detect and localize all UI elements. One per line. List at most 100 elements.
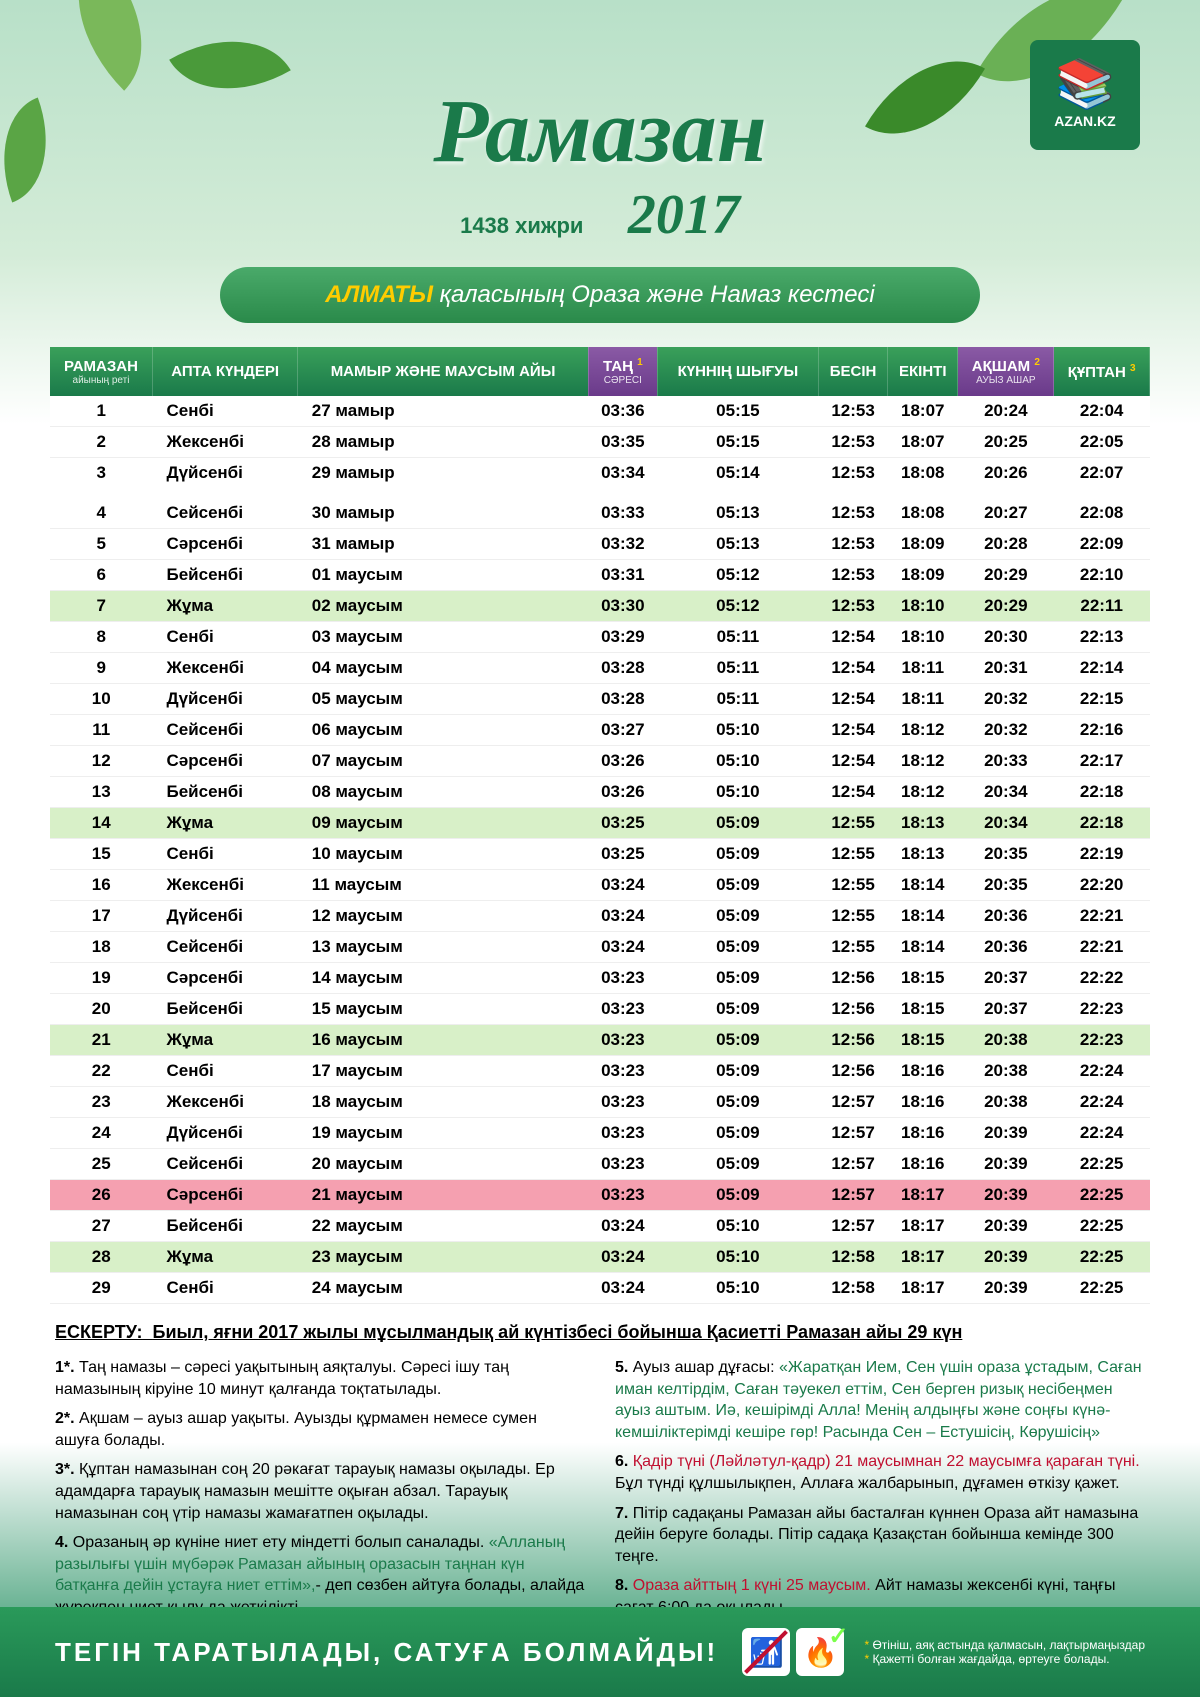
table-cell: 18:13 [888,839,958,870]
table-cell: 20:36 [958,932,1054,963]
column-header: КҮННІҢ ШЫҒУЫ [657,347,818,396]
table-cell: 03:23 [588,1087,657,1118]
no-litter-icon: 🚮 [742,1628,790,1676]
table-cell: 03:24 [588,901,657,932]
table-cell: Дүйсенбі [152,901,297,932]
table-cell: 20:37 [958,963,1054,994]
table-row: 1Сенбі27 мамыр03:3605:1512:5318:0720:242… [50,396,1150,427]
table-cell: 12:56 [818,1056,887,1087]
table-cell: 20:26 [958,458,1054,494]
table-cell: 03:23 [588,963,657,994]
table-cell: 05:09 [657,870,818,901]
table-row: 26Сәрсенбі21 маусым03:2305:0912:5718:172… [50,1180,1150,1211]
table-cell: 03:24 [588,1211,657,1242]
table-cell: 20:38 [958,1025,1054,1056]
table-cell: 03:25 [588,808,657,839]
table-cell: 4 [50,493,152,529]
table-cell: 24 [50,1118,152,1149]
table-cell: 12:56 [818,1025,887,1056]
table-cell: 05:09 [657,1118,818,1149]
header: Рамазан 1438 хижри 2017 АЛМАТЫ қаласының… [0,0,1200,323]
table-cell: 05:09 [657,1087,818,1118]
table-cell: 20:39 [958,1242,1054,1273]
table-cell: 12:53 [818,560,887,591]
table-cell: 16 маусым [298,1025,589,1056]
table-cell: 22:16 [1054,715,1150,746]
table-cell: 20:34 [958,777,1054,808]
table-cell: 18 [50,932,152,963]
table-cell: 21 маусым [298,1180,589,1211]
table-cell: 28 мамыр [298,427,589,458]
table-cell: 04 маусым [298,653,589,684]
table-cell: 20:36 [958,901,1054,932]
notes-right-column: 5. Ауыз ашар дұғасы: «Жаратқан Ием, Сен … [615,1357,1145,1627]
table-cell: 18:16 [888,1087,958,1118]
column-header: РАМАЗАНайының реті [50,347,152,396]
table-cell: 29 мамыр [298,458,589,494]
table-cell: Бейсенбі [152,777,297,808]
table-cell: 20:38 [958,1087,1054,1118]
table-cell: 18:13 [888,808,958,839]
table-cell: 12:53 [818,396,887,427]
table-cell: Жұма [152,808,297,839]
table-cell: 18:17 [888,1180,958,1211]
table-cell: 18:11 [888,684,958,715]
table-cell: 03:23 [588,1180,657,1211]
table-cell: 07 маусым [298,746,589,777]
table-cell: 22:05 [1054,427,1150,458]
table-cell: 03:23 [588,1025,657,1056]
table-cell: 05:09 [657,994,818,1025]
table-cell: 05:10 [657,777,818,808]
table-cell: 13 [50,777,152,808]
table-cell: 22:21 [1054,932,1150,963]
table-row: 22Сенбі17 маусым03:2305:0912:5618:1620:3… [50,1056,1150,1087]
table-cell: 20:29 [958,560,1054,591]
books-icon: 📚 [1055,61,1115,109]
table-cell: 05:15 [657,396,818,427]
table-cell: 10 [50,684,152,715]
note-item: 2*. Ақшам – ауыз ашар уақыты. Ауызды құр… [55,1408,585,1451]
table-cell: Сенбі [152,839,297,870]
table-row: 7Жұма02 маусым03:3005:1212:5318:1020:292… [50,591,1150,622]
prayer-times-table: РАМАЗАНайының ретіАПТА КҮНДЕРІМАМЫР ЖӘНЕ… [50,347,1150,1304]
table-cell: 03:23 [588,1056,657,1087]
table-cell: Сейсенбі [152,715,297,746]
table-cell: 5 [50,529,152,560]
table-cell: 05:12 [657,591,818,622]
table-cell: 05:15 [657,427,818,458]
table-cell: 12:58 [818,1273,887,1304]
table-cell: 19 маусым [298,1118,589,1149]
table-cell: 03:30 [588,591,657,622]
table-cell: 03:32 [588,529,657,560]
table-cell: 03:24 [588,1273,657,1304]
table-cell: 17 маусым [298,1056,589,1087]
table-cell: 22:24 [1054,1118,1150,1149]
table-cell: 05:09 [657,932,818,963]
table-cell: 18 маусым [298,1087,589,1118]
table-cell: 20 [50,994,152,1025]
table-cell: 14 маусым [298,963,589,994]
table-cell: 22:18 [1054,777,1150,808]
table-cell: 03:24 [588,932,657,963]
table-cell: 20:32 [958,684,1054,715]
table-cell: 1 [50,396,152,427]
table-cell: 05:10 [657,1273,818,1304]
table-cell: 03:25 [588,839,657,870]
table-cell: 05:09 [657,963,818,994]
table-cell: 8 [50,622,152,653]
note-item: 7. Пітір садақаны Рамазан айы басталған … [615,1503,1145,1568]
table-row: 19Сәрсенбі14 маусым03:2305:0912:5618:152… [50,963,1150,994]
table-cell: Жұма [152,1242,297,1273]
table-cell: 11 маусым [298,870,589,901]
table-cell: 20:33 [958,746,1054,777]
table-cell: 12:56 [818,963,887,994]
table-cell: 03:29 [588,622,657,653]
table-cell: 22:04 [1054,396,1150,427]
table-cell: 22:21 [1054,901,1150,932]
table-cell: 18:16 [888,1149,958,1180]
table-row: 11Сейсенбі06 маусым03:2705:1012:5418:122… [50,715,1150,746]
table-cell: 03:23 [588,994,657,1025]
table-cell: 22:24 [1054,1056,1150,1087]
table-cell: Сәрсенбі [152,1180,297,1211]
table-cell: 18:16 [888,1056,958,1087]
